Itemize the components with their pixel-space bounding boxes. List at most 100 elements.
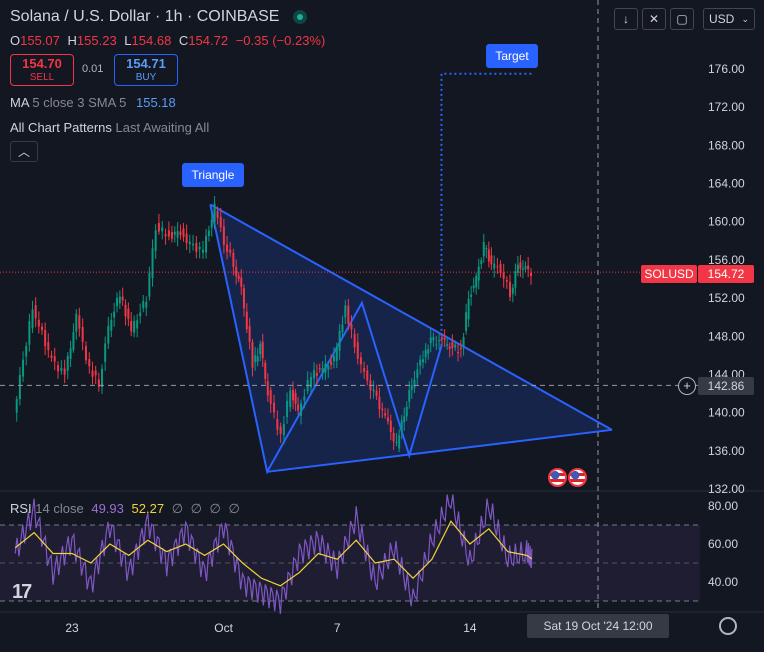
candle-body: [282, 423, 285, 436]
candle-body: [366, 370, 369, 381]
collapse-legend-button[interactable]: ︿: [10, 141, 38, 162]
candle-body: [151, 248, 154, 279]
target-label[interactable]: Target: [486, 44, 538, 68]
currency-value: USD: [709, 12, 735, 26]
candle-body: [482, 241, 485, 257]
candle-body: [375, 391, 378, 396]
candle-body: [459, 347, 462, 350]
chevron-down-icon: ⌄: [741, 14, 749, 24]
gear-icon[interactable]: [719, 617, 737, 635]
candle-body: [292, 389, 295, 401]
candle-body: [205, 235, 208, 253]
triangle-zigzag: [209, 204, 443, 475]
rsi-ma-line: [14, 520, 533, 587]
candle-body: [154, 230, 157, 251]
candle-body: [509, 281, 511, 297]
candle-body: [240, 277, 243, 287]
candle-body: [315, 372, 318, 376]
candle-body: [192, 243, 195, 246]
candle-body: [435, 344, 438, 346]
candle-body: [248, 326, 251, 342]
candle-body: [432, 337, 435, 341]
y-tick-label-6: 152.00: [708, 291, 745, 305]
candle-body: [496, 266, 499, 268]
candle-body: [101, 368, 103, 388]
rsi-legend[interactable]: RSI 14 close 49.93 52.27 ∅ ∅ ∅ ∅: [10, 501, 242, 517]
candle-body: [226, 244, 229, 252]
candle-body: [372, 389, 375, 392]
candle-body: [63, 368, 66, 375]
rsi-value: 49.93: [91, 501, 124, 516]
candle-body: [84, 346, 87, 361]
collapse-icon[interactable]: ✕: [642, 8, 666, 30]
candle-body: [347, 305, 350, 324]
currency-select[interactable]: USD ⌄: [703, 8, 755, 30]
candle-body: [514, 271, 517, 288]
us-flag-event-icon-2[interactable]: [568, 468, 587, 487]
ma-indicator-legend[interactable]: MA 5 close 3 SMA 5 155.18: [10, 95, 176, 110]
candle-body: [182, 228, 185, 238]
candle-body: [245, 311, 248, 330]
rsi-ma-value: 52.27: [131, 501, 165, 516]
rsi-line: [14, 494, 533, 614]
y-tick-label-10: 136.00: [708, 444, 745, 458]
candle-body: [185, 233, 188, 243]
candle-body: [294, 392, 297, 404]
arrow-down-icon[interactable]: ↓: [614, 8, 638, 30]
candle-body: [222, 226, 225, 245]
buy-button[interactable]: 154.71 BUY: [114, 54, 178, 86]
high-key: H: [67, 33, 77, 48]
candle-body: [410, 385, 413, 391]
high-value: 155.23: [76, 33, 117, 48]
candle-body: [381, 408, 384, 411]
y-tick-label-9: 140.00: [708, 406, 745, 420]
symbol-legend[interactable]: Solana / U.S. Dollar · 1h · COINBASE: [10, 8, 308, 26]
candle-body: [161, 227, 164, 232]
candle-body: [251, 341, 254, 368]
ma-value: 155.18: [136, 95, 176, 110]
tradingview-logo: 17: [12, 581, 32, 603]
candle-body: [341, 324, 344, 333]
candle-body: [389, 420, 392, 433]
triangle-upper-line: [209, 203, 613, 431]
candle-body: [232, 252, 235, 267]
candle-body: [139, 312, 142, 317]
symbol-title[interactable]: Solana / U.S. Dollar · 1h · COINBASE: [10, 8, 280, 25]
candle-body: [338, 330, 341, 351]
market-open-icon: [293, 10, 308, 24]
sell-button[interactable]: 154.70 SELL: [10, 54, 74, 86]
candle-body: [72, 332, 75, 350]
candle-body: [116, 297, 118, 307]
us-flag-event-icon[interactable]: [548, 468, 567, 487]
candle-body: [167, 230, 170, 237]
candle-body: [335, 347, 338, 361]
candle-body: [424, 349, 427, 358]
candle-body: [256, 356, 259, 362]
candle-body: [113, 311, 116, 318]
x-tick-label-0: 23: [65, 621, 79, 635]
candle-body: [359, 357, 362, 365]
candle-body: [269, 390, 272, 404]
candle-body: [254, 355, 257, 363]
patterns-indicator-legend[interactable]: All Chart Patterns Last Awaiting All: [10, 120, 209, 135]
candle-body: [332, 356, 335, 362]
candle-body: [527, 265, 530, 270]
add-alert-icon[interactable]: +: [678, 377, 696, 395]
candle-body: [297, 404, 300, 411]
candle-body: [422, 359, 424, 363]
triangle-label[interactable]: Triangle: [182, 163, 244, 187]
candle-body: [237, 275, 240, 280]
restore-icon[interactable]: ▢: [670, 8, 694, 30]
candle-body: [148, 272, 151, 297]
candle-body: [427, 349, 430, 354]
candle-body: [438, 340, 441, 342]
candle-body: [127, 308, 130, 320]
last-price-tag: 154.72: [698, 265, 754, 283]
candle-body: [451, 341, 454, 348]
candle-body: [179, 231, 182, 235]
candle-body: [176, 231, 179, 238]
crosshair-time-tag: Sat 19 Oct '24 12:00: [527, 614, 669, 638]
candle-body: [34, 305, 37, 319]
